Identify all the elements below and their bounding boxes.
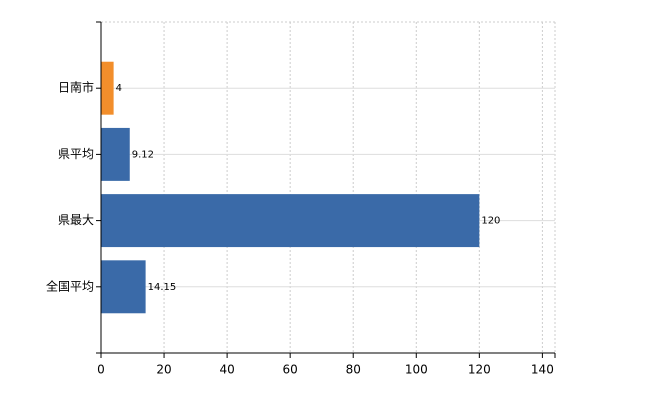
bar [101, 61, 114, 115]
y-tick-label: 日南市 [58, 80, 94, 95]
data-label: 120 [481, 216, 500, 227]
x-tick-label: 120 [468, 363, 491, 377]
x-tick-label: 100 [405, 363, 428, 377]
data-label: 4 [116, 83, 122, 94]
bar [101, 260, 146, 314]
data-label: 14.15 [148, 282, 177, 293]
y-tick-label: 県平均 [58, 147, 94, 161]
data-label: 9.12 [132, 149, 154, 160]
x-tick-label: 60 [283, 363, 298, 377]
x-tick-label: 40 [219, 363, 234, 377]
y-tick-label: 全国平均 [46, 278, 94, 293]
x-tick-label: 140 [531, 363, 554, 377]
bar [101, 194, 480, 248]
y-tick-label: 県最大 [58, 213, 94, 227]
bar [101, 127, 130, 181]
x-tick-label: 0 [97, 363, 105, 377]
x-tick-label: 20 [156, 363, 171, 377]
x-tick-label: 80 [346, 363, 361, 377]
